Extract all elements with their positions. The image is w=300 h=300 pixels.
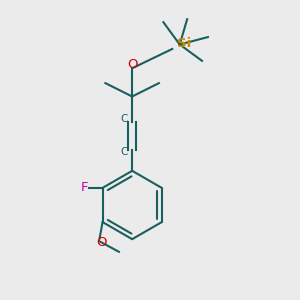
Text: C: C	[120, 147, 128, 158]
Text: Si: Si	[177, 37, 191, 50]
Text: C: C	[120, 114, 128, 124]
Text: F: F	[81, 182, 88, 194]
Text: O: O	[96, 236, 106, 249]
Text: O: O	[127, 58, 137, 71]
